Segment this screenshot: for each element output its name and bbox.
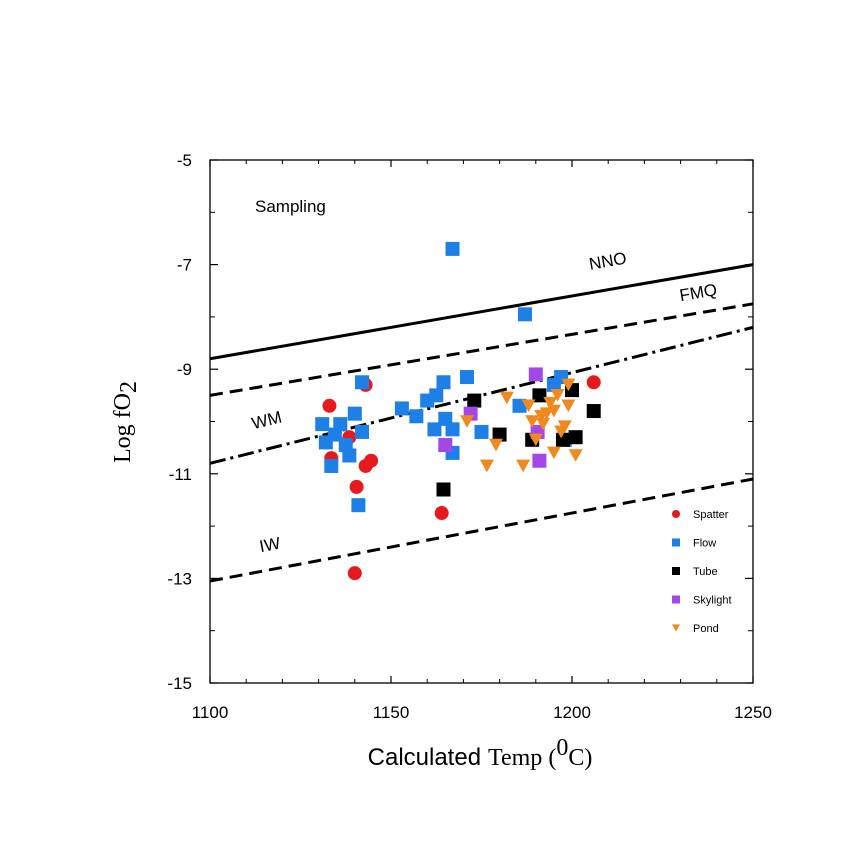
point-pond [550, 389, 565, 402]
point-pond [528, 433, 543, 447]
y-tick-label: -9 [177, 360, 192, 379]
point-tube [436, 482, 451, 497]
legend-marker-tube [672, 567, 680, 575]
legend-marker-spatter [672, 510, 680, 518]
x-axis-label-sup: 0 [556, 735, 568, 761]
point-flow [445, 241, 460, 256]
buffer-line-nno [209, 263, 754, 361]
legend-marker-skylight [672, 595, 680, 604]
point-pond [536, 417, 551, 431]
point-pond [516, 459, 531, 473]
point-tube [555, 432, 570, 447]
point-tube [586, 404, 601, 419]
point-tube [532, 388, 547, 403]
point-flow [394, 401, 409, 416]
x-axis-label-part2: Temp ( [488, 745, 556, 771]
point-flow [512, 398, 527, 413]
point-pond [543, 396, 558, 410]
point-flow [347, 406, 362, 421]
point-flow [445, 422, 460, 437]
buffer-lines [209, 263, 754, 583]
legend-label-pond: Pond [693, 623, 719, 635]
point-flow [333, 417, 348, 432]
point-pond [488, 438, 503, 452]
point-pond [561, 399, 576, 413]
point-spatter [347, 566, 362, 581]
legend-label-spatter: Spatter [693, 509, 729, 521]
point-spatter [586, 375, 601, 390]
point-spatter [349, 479, 364, 494]
point-flow [429, 388, 444, 403]
point-flow [355, 375, 370, 390]
y-axis-label: Log fO2 [110, 381, 142, 463]
chart-title: Sampling [255, 197, 326, 216]
point-flow [351, 498, 366, 513]
y-axis-label-base: Log fO [110, 393, 136, 463]
point-pond [546, 404, 561, 418]
y-tick-label: -11 [169, 465, 192, 484]
point-pond [557, 420, 572, 434]
y-tick-label: -7 [177, 256, 192, 275]
x-axis-label: Calculated Temp (0C) [368, 735, 593, 771]
point-flow [460, 370, 475, 385]
legend-marker-flow [672, 538, 680, 547]
x-tick-label: 1250 [734, 703, 772, 722]
point-flow [342, 448, 357, 463]
legend-label-flow: Flow [693, 538, 716, 550]
point-pond [561, 378, 576, 392]
legend-label-skylight: Skylight [693, 595, 732, 607]
point-pond [568, 449, 583, 462]
point-flow [474, 424, 489, 439]
point-flow [409, 409, 424, 424]
point-tube [467, 393, 482, 408]
buffer-line-fmq [209, 302, 754, 397]
point-spatter [434, 506, 449, 521]
point-pond [546, 446, 561, 460]
buffer-line-wm [209, 325, 754, 465]
point-pond [534, 409, 549, 423]
legend: Spatter Flow Tube Skylight Pond [672, 509, 732, 635]
point-pond [499, 391, 514, 405]
point-skylight [528, 367, 543, 382]
point-flow [427, 422, 442, 437]
legend-label-tube: Tube [693, 566, 718, 578]
y-tick-label: -5 [177, 151, 192, 170]
legend-marker-pond [672, 624, 680, 632]
point-flow [324, 458, 339, 473]
y-axis-label-sub: 2 [116, 381, 142, 393]
point-flow [355, 424, 370, 439]
point-flow [315, 417, 330, 432]
point-spatter [358, 458, 373, 473]
x-axis-label-part3: C) [568, 745, 592, 771]
x-axis-label-part1: Calculated [368, 744, 481, 771]
y-tick-label: -13 [167, 569, 192, 588]
point-tube [492, 427, 507, 442]
axis-ticks: 1100 1150 1200 1250 -5 -7 -9 -11 -13 -15 [167, 151, 771, 722]
buffer-line-iw [209, 477, 754, 583]
point-pond [525, 415, 540, 428]
buffer-label-iw: IW [258, 534, 282, 557]
x-tick-label: 1100 [192, 703, 229, 722]
point-skylight [438, 438, 453, 453]
point-pond [479, 459, 494, 473]
point-flow [517, 307, 532, 322]
point-skylight [532, 453, 547, 468]
x-tick-label: 1150 [373, 703, 410, 722]
y-tick-label: -15 [167, 674, 192, 693]
point-pond [460, 415, 475, 428]
point-flow [436, 375, 451, 390]
point-pond [521, 399, 536, 413]
point-spatter [322, 398, 337, 413]
data-points [315, 241, 601, 581]
point-tube [568, 430, 583, 445]
x-tick-label: 1200 [553, 703, 591, 722]
